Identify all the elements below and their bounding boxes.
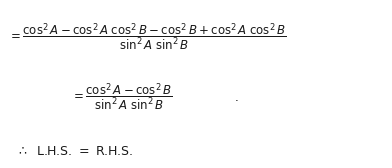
Text: $=\dfrac{\cos^2 A - \cos^2 B}{\sin^2 A\;\sin^2 B}$: $=\dfrac{\cos^2 A - \cos^2 B}{\sin^2 A\;… — [71, 82, 172, 113]
Text: .: . — [235, 91, 239, 104]
Text: $=\dfrac{\cos^2 A - \cos^2 A\;\cos^2 B - \cos^2 B + \cos^2 A\;\cos^2 B}{\sin^2 A: $=\dfrac{\cos^2 A - \cos^2 A\;\cos^2 B -… — [8, 21, 287, 53]
Text: $\therefore\;$ L.H.S. $=$ R.H.S.: $\therefore\;$ L.H.S. $=$ R.H.S. — [16, 145, 133, 158]
